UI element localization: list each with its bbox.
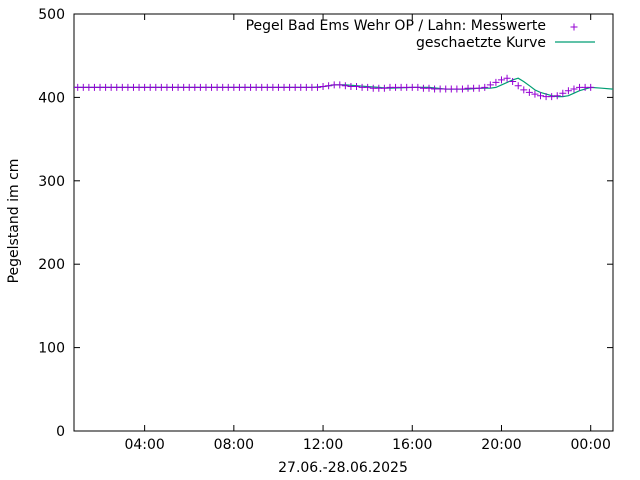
measurement-point bbox=[553, 92, 561, 100]
measurement-point bbox=[559, 89, 567, 97]
measurement-point bbox=[313, 83, 321, 91]
x-tick-label: 00:00 bbox=[571, 437, 611, 453]
measurement-point bbox=[475, 84, 483, 92]
y-tick-label: 100 bbox=[38, 341, 65, 357]
y-tick-label: 200 bbox=[38, 257, 65, 273]
measurement-point bbox=[564, 87, 572, 95]
measurement-point bbox=[353, 83, 361, 91]
measurement-point bbox=[509, 78, 517, 86]
y-tick-label: 500 bbox=[38, 7, 65, 23]
measurement-point bbox=[341, 82, 349, 90]
measurement-point bbox=[520, 86, 528, 94]
x-tick-label: 12:00 bbox=[303, 437, 343, 453]
measurement-point bbox=[503, 74, 511, 82]
y-tick-label: 0 bbox=[56, 424, 65, 440]
legend-marker-measurements bbox=[570, 23, 578, 31]
measurement-point bbox=[497, 76, 505, 84]
y-tick-label: 400 bbox=[38, 90, 65, 106]
measurement-point bbox=[570, 85, 578, 93]
legend-label-estimated-curve: geschaetzte Kurve bbox=[416, 35, 546, 51]
legend-label-measurements: Pegel Bad Ems Wehr OP / Lahn: Messwerte bbox=[246, 18, 546, 34]
measurement-point bbox=[514, 82, 522, 90]
x-axis-ticks: 04:00 08:00 12:00 16:00 20:00 00:00 bbox=[124, 14, 611, 453]
measurement-point bbox=[537, 92, 545, 100]
measurement-point bbox=[486, 81, 494, 89]
measurement-point bbox=[492, 78, 500, 86]
measurement-point bbox=[364, 83, 372, 91]
measurement-point bbox=[458, 85, 466, 93]
measurement-point bbox=[380, 84, 388, 92]
measurement-point bbox=[481, 83, 489, 91]
measurement-point bbox=[325, 82, 333, 90]
x-tick-label: 16:00 bbox=[392, 437, 432, 453]
measurement-point bbox=[414, 83, 422, 91]
x-tick-label: 20:00 bbox=[481, 437, 521, 453]
legend: Pegel Bad Ems Wehr OP / Lahn: Messwerte … bbox=[246, 18, 595, 51]
measurement-point bbox=[319, 83, 327, 91]
plot-area-frame bbox=[73, 13, 614, 432]
x-tick-label: 04:00 bbox=[124, 437, 164, 453]
x-tick-label: 08:00 bbox=[214, 437, 254, 453]
measurement-point bbox=[336, 81, 344, 89]
y-axis-label: Pegelstand im cm bbox=[6, 159, 22, 284]
plot-series-group bbox=[74, 74, 613, 101]
series-layer bbox=[74, 74, 613, 101]
measurement-point bbox=[548, 93, 556, 101]
measurement-point bbox=[425, 84, 433, 92]
x-axis-label: 27.06.-28.06.2025 bbox=[278, 460, 408, 476]
y-tick-label: 300 bbox=[38, 174, 65, 190]
y-axis-ticks: 0 100 200 300 400 500 bbox=[38, 7, 613, 440]
legend-plus-marker bbox=[570, 23, 578, 31]
measurement-point bbox=[531, 90, 539, 98]
measurement-point bbox=[525, 88, 533, 96]
measurement-point bbox=[587, 83, 595, 91]
